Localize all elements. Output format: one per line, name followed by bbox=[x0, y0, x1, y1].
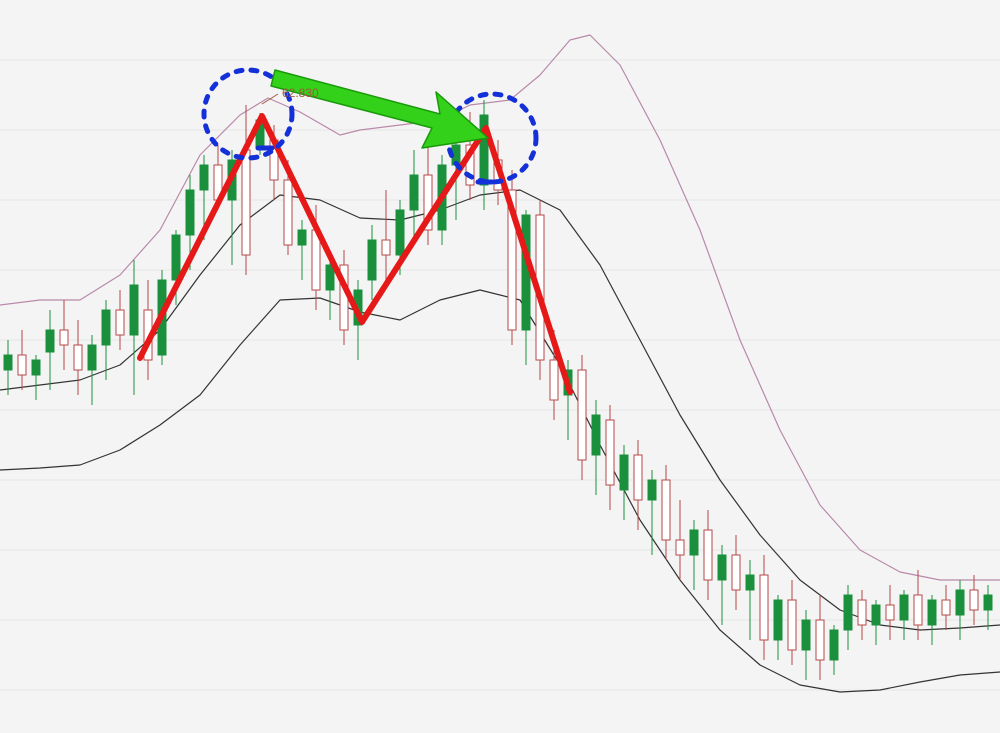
price-high-label: 62.830 bbox=[282, 86, 319, 100]
chart-svg bbox=[0, 0, 1000, 733]
candlestick-chart: 62.830 bbox=[0, 0, 1000, 733]
